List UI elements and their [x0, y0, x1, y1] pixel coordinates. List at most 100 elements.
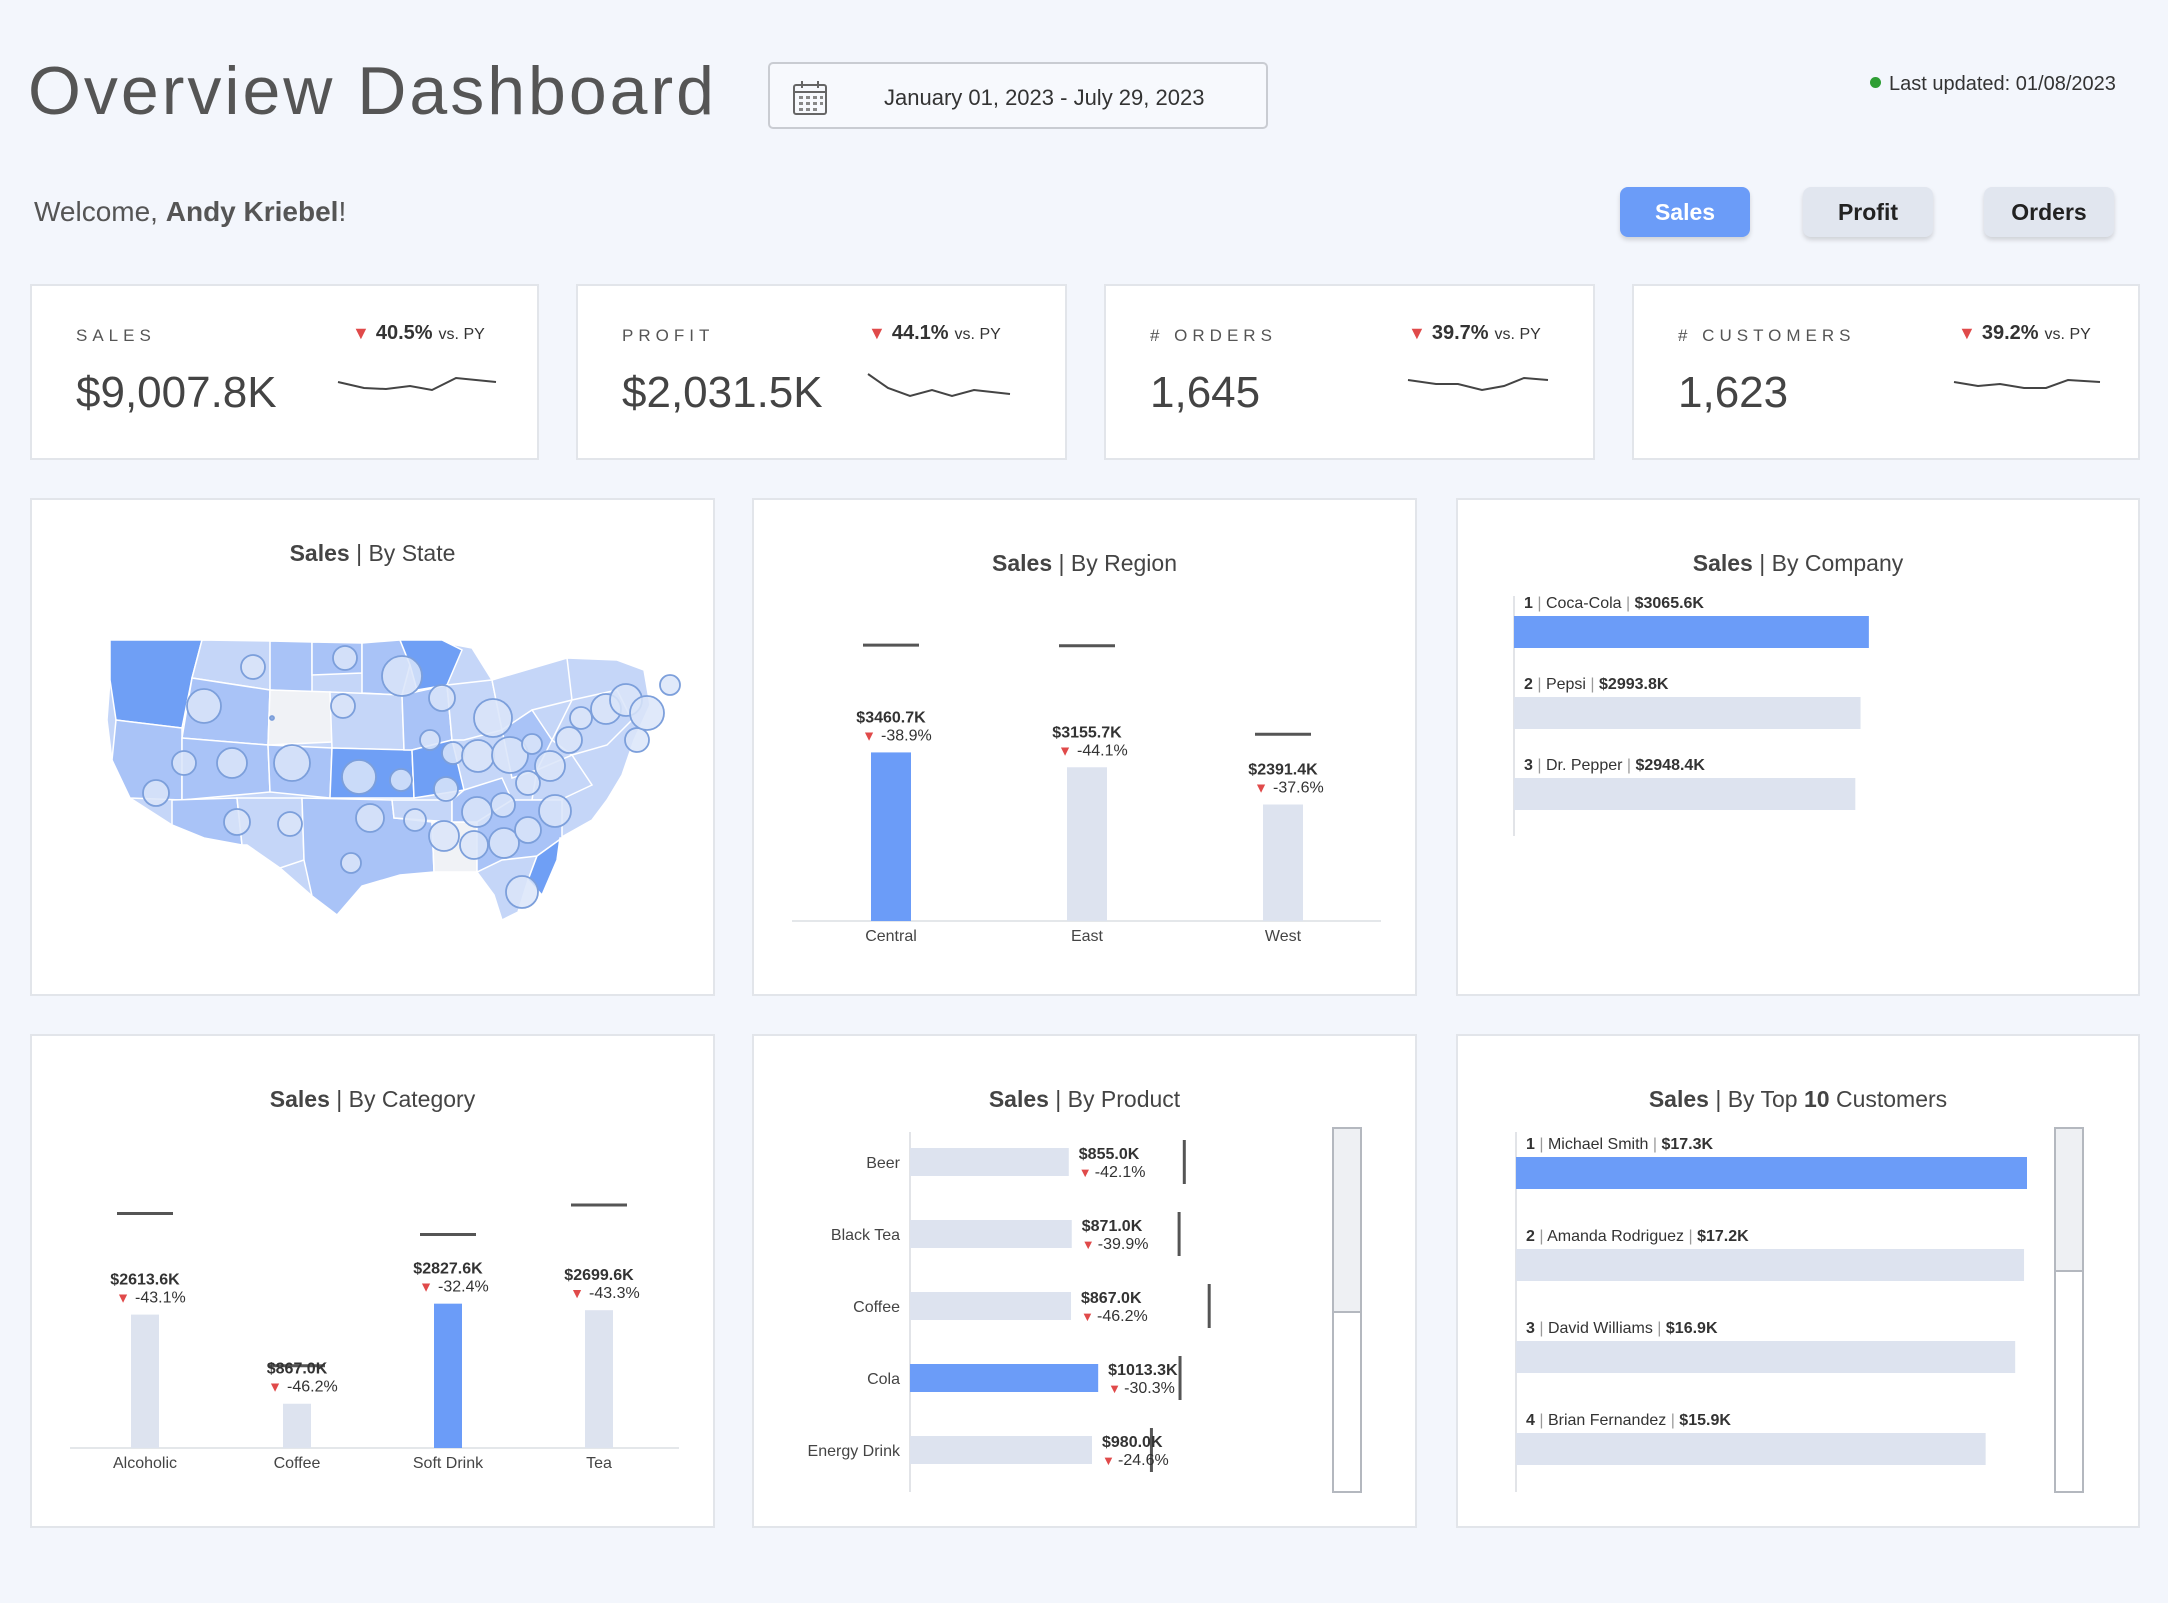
panel-sales-by-region: Sales | By Region $3460.7K ▼ -38.9% Central… [752, 498, 1417, 996]
value-label: $2699.6K [564, 1267, 634, 1284]
panel-sales-by-state: Sales | By State [30, 498, 715, 996]
date-range-text: January 01, 2023 - July 29, 2023 [884, 85, 1205, 110]
down-arrow-icon: ▼ [268, 1379, 282, 1395]
panel-title-bold: Sales [289, 540, 350, 566]
kpi-label: # ORDERS [1150, 326, 1277, 345]
last-updated: Last updated: 01/08/2023 [1870, 73, 2116, 96]
category-label: West [1265, 928, 1302, 945]
panel-sales-by-category: Sales | By Category $2613.6K ▼ -43.1% Alcoh… [30, 1034, 715, 1528]
customers-scrollbar[interactable] [2054, 1127, 2084, 1493]
value-label: $2613.6K [110, 1272, 180, 1289]
value-label: $867.0K [267, 1361, 328, 1378]
change-label: -37.6% [1273, 780, 1324, 797]
kpi-value: $9,007.8K [76, 368, 277, 417]
profit-toggle-button[interactable]: Profit [1803, 187, 1933, 237]
panel-title: Sales | By State [32, 540, 713, 567]
product-scrollbar-thumb[interactable] [1334, 1129, 1360, 1313]
change-label: -30.3% [1124, 1380, 1175, 1397]
change-label: -42.1% [1095, 1164, 1146, 1181]
value-label: $871.0K [1082, 1218, 1143, 1235]
kpi-vs-label: vs. PY [1494, 326, 1541, 343]
kpi-value: 1,623 [1678, 368, 1789, 417]
down-arrow-icon: ▼ [1058, 742, 1072, 758]
panel-title-end: Customers [1829, 1086, 1948, 1112]
bar [910, 1292, 1072, 1320]
panel-title: Sales | By Top 10 Customers [1458, 1086, 2138, 1113]
panel-title-num: 10 [1803, 1086, 1830, 1112]
kpi-card-sales: SALES ▼ 40.5% vs. PY $9,007.8K [30, 284, 539, 460]
value-label: $1013.3K [1108, 1362, 1178, 1379]
welcome-prefix: Welcome, [34, 196, 166, 227]
category-label: Coffee [274, 1455, 321, 1472]
user-name: Andy Kriebel [165, 196, 339, 227]
down-arrow-icon: ▼ [1108, 1381, 1121, 1396]
us-map[interactable] [32, 500, 717, 998]
category-label: East [1071, 928, 1104, 945]
panel-title-rest: | By Category [329, 1086, 476, 1112]
bar [1067, 767, 1107, 921]
panel-title-rest: | By Company [1752, 550, 1904, 576]
bar [910, 1364, 1099, 1392]
orders-toggle-button[interactable]: Orders [1984, 187, 2114, 237]
down-arrow-icon: ▼ [1081, 1309, 1094, 1324]
kpi-change-value: 40.5% [375, 322, 433, 344]
date-range-picker[interactable]: January 01, 2023 - July 29, 2023 [768, 62, 1268, 129]
panel-title-bold: Sales [988, 1086, 1049, 1112]
region-bar-chart: $3460.7K▼ -38.9%Central$3155.7K▼ -44.1%Eas… [792, 643, 1381, 945]
change-label: -43.1% [135, 1290, 186, 1307]
change-label: -46.2% [1097, 1308, 1148, 1325]
category-label: Soft Drink [413, 1455, 484, 1472]
welcome-message: Welcome, Andy Kriebel! [34, 196, 346, 228]
calendar-icon [793, 81, 827, 115]
panel-title: Sales | By Category [32, 1086, 713, 1113]
kpi-vs-label: vs. PY [954, 326, 1001, 343]
down-arrow-icon: ▼ [1958, 323, 1976, 343]
bar [283, 1403, 311, 1448]
bar [1514, 697, 1861, 729]
down-arrow-icon: ▼ [868, 323, 886, 343]
panel-title-rest: | By Region [1052, 550, 1177, 576]
bar [910, 1436, 1092, 1464]
kpi-label: SALES [76, 326, 156, 345]
customers-scrollbar-thumb[interactable] [2056, 1129, 2082, 1272]
down-arrow-icon: ▼ [1079, 1165, 1092, 1180]
kpi-change: ▼ 40.5% vs. PY [352, 322, 485, 345]
panel-sales-by-company: Sales | By Company 1 | Coca-Cola | $3065… [1456, 498, 2140, 996]
panel-title-rest: | By Top [1708, 1086, 1804, 1112]
kpi-card-profit: PROFIT ▼ 44.1% vs. PY $2,031.5K [576, 284, 1067, 460]
change-label: -38.9% [881, 727, 932, 744]
kpi-change-value: 44.1% [891, 322, 949, 344]
kpi-sparkline [1407, 376, 1549, 392]
customers-bar-chart: 1 | Michael Smith | $17.3K 2 | Amanda Rod… [1515, 1132, 2027, 1492]
product-label: Coffee [853, 1299, 900, 1316]
product-scrollbar[interactable] [1332, 1127, 1362, 1493]
bar [131, 1314, 159, 1448]
panel-title-bold: Sales [1692, 550, 1753, 576]
value-label: $2827.6K [413, 1261, 483, 1278]
kpi-card-orders: # ORDERS ▼ 39.7% vs. PY 1,645 [1104, 284, 1595, 460]
panel-title: Sales | By Region [754, 550, 1415, 577]
product-label: Black Tea [831, 1227, 900, 1244]
kpi-sparkline [337, 376, 497, 392]
value-label: $3155.7K [1052, 724, 1122, 741]
bar [1514, 778, 1856, 810]
kpi-value: 1,645 [1150, 368, 1261, 417]
kpi-change-value: 39.7% [1431, 322, 1489, 344]
state-bubbles [142, 645, 681, 909]
rank-label: 4 | Brian Fernandez | $15.9K [1526, 1412, 1731, 1429]
change-label: -39.9% [1098, 1236, 1149, 1253]
kpi-vs-label: vs. PY [438, 326, 485, 343]
bar [1516, 1341, 2016, 1373]
change-label: -43.3% [589, 1285, 640, 1302]
sales-toggle-button[interactable]: Sales [1620, 187, 1750, 237]
value-label: $980.0K [1102, 1434, 1163, 1451]
product-label: Beer [866, 1155, 900, 1172]
kpi-value: $2,031.5K [622, 368, 823, 417]
panel-title: Sales | By Company [1458, 550, 2138, 577]
rank-label: 2 | Amanda Rodriguez | $17.2K [1526, 1228, 1749, 1245]
panel-title-bold: Sales [1648, 1086, 1709, 1112]
down-arrow-icon: ▼ [419, 1279, 433, 1295]
page-title: Overview Dashboard [28, 53, 717, 129]
bar [910, 1148, 1069, 1176]
down-arrow-icon: ▼ [1408, 323, 1426, 343]
